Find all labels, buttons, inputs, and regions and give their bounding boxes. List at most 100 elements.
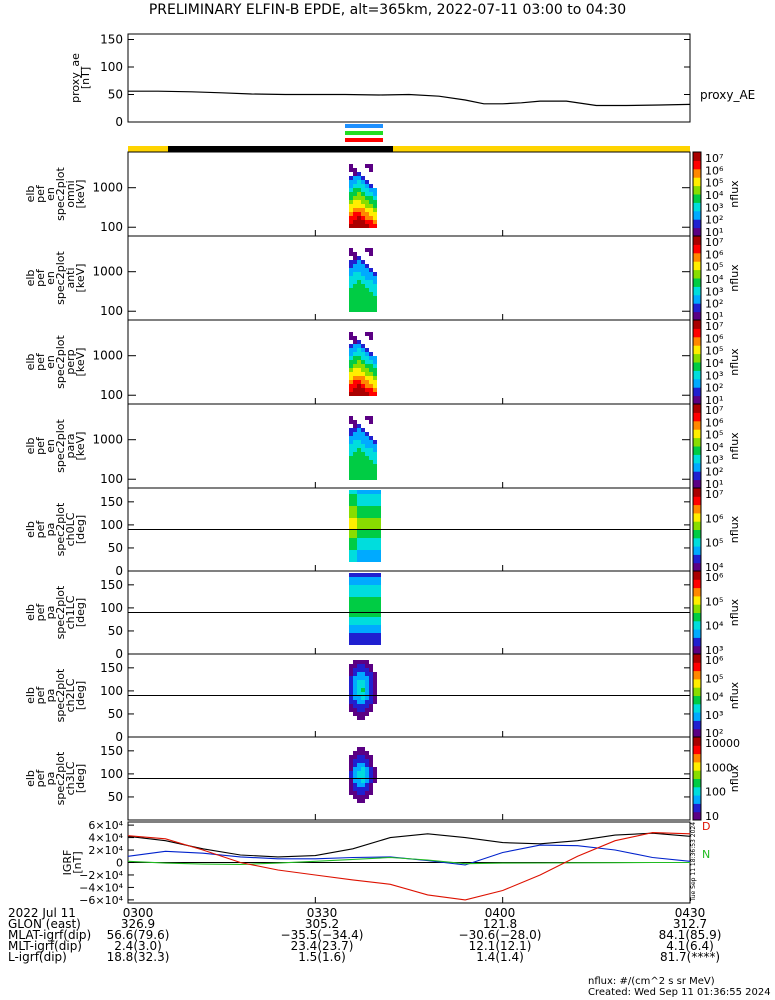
pitch-angle-cell	[357, 573, 361, 577]
ylabel-line: [deg]	[74, 598, 87, 627]
pitch-angle-cell	[365, 799, 369, 803]
spectrogram-cell	[357, 180, 361, 184]
pitch-angle-cell	[353, 554, 357, 558]
pitch-angle-cell	[361, 668, 365, 672]
pitch-angle-cell	[369, 506, 373, 510]
pitch-angle-cell	[357, 534, 361, 538]
pitch-angle-cell	[361, 506, 365, 510]
spectrogram-cell	[349, 188, 353, 192]
spectrogram-cell	[373, 284, 377, 288]
igrf-legend-mark: N	[702, 848, 710, 861]
proxy-ae-tick-label: 0	[115, 115, 123, 129]
spectrogram-cell	[357, 356, 361, 360]
colorbar-segment	[693, 761, 701, 771]
spectrogram-cell	[349, 300, 353, 304]
pitch-angle-tick-label: 150	[100, 578, 123, 592]
pitch-angle-cell	[365, 783, 369, 787]
pitch-angle-cell	[373, 767, 377, 771]
spectrogram-cell	[369, 268, 373, 272]
pitch-angle-cell	[353, 712, 357, 716]
spectrogram-cell	[361, 292, 365, 296]
ylabel-line: elb	[24, 186, 37, 203]
pitch-angle-cell	[353, 795, 357, 799]
pitch-angle-cell	[353, 490, 357, 494]
spectrogram-frame	[127, 151, 691, 237]
spectrogram-cell	[357, 300, 361, 304]
pitch-angle-cell	[377, 538, 381, 542]
pitch-angle-cell	[353, 538, 357, 542]
colorbar-segment	[693, 311, 701, 321]
spectrogram-cell	[349, 360, 353, 364]
pitch-angle-cell	[369, 668, 373, 672]
pitch-angle-cell	[373, 538, 377, 542]
spectrogram-tick-label: 1000	[92, 349, 123, 363]
ylabel-line: [deg]	[74, 681, 87, 710]
colorbar-segment	[693, 745, 701, 755]
spectrogram-cell	[349, 416, 353, 420]
pitch-angle-cell	[369, 498, 373, 502]
pitch-angle-cell	[349, 506, 353, 510]
pitch-angle-cell	[349, 779, 353, 783]
pitch-angle-cell	[353, 518, 357, 522]
pitch-angle-cell	[377, 585, 381, 589]
spectrogram-cell	[353, 452, 357, 456]
colorbar-segment	[693, 252, 701, 262]
colorbar-tick-label: 10⁶	[705, 654, 724, 667]
pitch-angle-cell	[369, 490, 373, 494]
spectrogram-cell	[353, 460, 357, 464]
colorbar-segment	[693, 362, 701, 371]
spectrogram-cell	[353, 428, 357, 432]
pitch-angle-cell	[353, 601, 357, 605]
pitch-angle-cell	[349, 676, 353, 680]
pitch-angle-cell	[357, 538, 361, 542]
spectrogram-cell	[369, 476, 373, 480]
pitch-angle-cell	[369, 514, 373, 518]
pitch-angle-cell	[357, 514, 361, 518]
colorbar-segment	[693, 278, 701, 287]
spectrogram-cell	[353, 172, 357, 176]
ylabel-line: spec2plot	[54, 668, 67, 722]
pitch-angle-cell	[357, 787, 361, 791]
pitch-angle-cell	[357, 506, 361, 510]
spectrogram-cell	[369, 384, 373, 388]
pitch-angle-cell	[353, 779, 357, 783]
spectrogram-cell	[349, 248, 353, 252]
pitch-angle-cell	[349, 712, 353, 716]
colorbar-tick-label: 10⁵	[705, 537, 723, 550]
pitch-angle-cell	[357, 783, 361, 787]
pitch-angle-cell	[361, 625, 365, 629]
pitch-angle-cell	[357, 720, 361, 724]
ylabel-line: spec2plot	[54, 251, 67, 305]
ylabel-line: ch3LC	[64, 761, 77, 795]
pitch-angle-tick-label: 150	[100, 495, 123, 509]
pitch-angle-cell	[369, 530, 373, 534]
spectrogram-cell	[349, 292, 353, 296]
pitch-angle-cell	[369, 763, 373, 767]
pitch-angle-cell	[349, 759, 353, 763]
spectrogram-cell	[369, 336, 373, 340]
pitch-angle-cell	[353, 621, 357, 625]
pitch-angle-cell	[361, 514, 365, 518]
pitch-angle-cell	[365, 538, 369, 542]
pitch-angle-cell	[353, 506, 357, 510]
colorbar-label: nflux	[728, 764, 741, 792]
pitch-angle-cell	[353, 751, 357, 755]
colorbar-segment	[693, 412, 701, 422]
pitch-angle-cell	[365, 684, 369, 688]
pitch-angle-cell	[373, 605, 377, 609]
spectrogram-cell	[353, 444, 357, 448]
spectrogram-cell	[361, 196, 365, 200]
pitch-angle-cell	[349, 577, 353, 581]
pitch-angle-cell	[349, 672, 353, 676]
pitch-angle-cell	[377, 558, 381, 562]
pitch-angle-tick-label: 0	[115, 647, 123, 661]
pitch-angle-cell	[349, 534, 353, 538]
spectrogram-cell	[365, 352, 369, 356]
spectrogram-cell	[369, 468, 373, 472]
pitch-angle-cell	[361, 787, 365, 791]
pitch-angle-cell	[353, 704, 357, 708]
igrf-tick-label: −6×10⁴	[79, 894, 123, 907]
proxy-ae-line	[128, 90, 691, 107]
spectrogram-cell	[349, 252, 353, 256]
